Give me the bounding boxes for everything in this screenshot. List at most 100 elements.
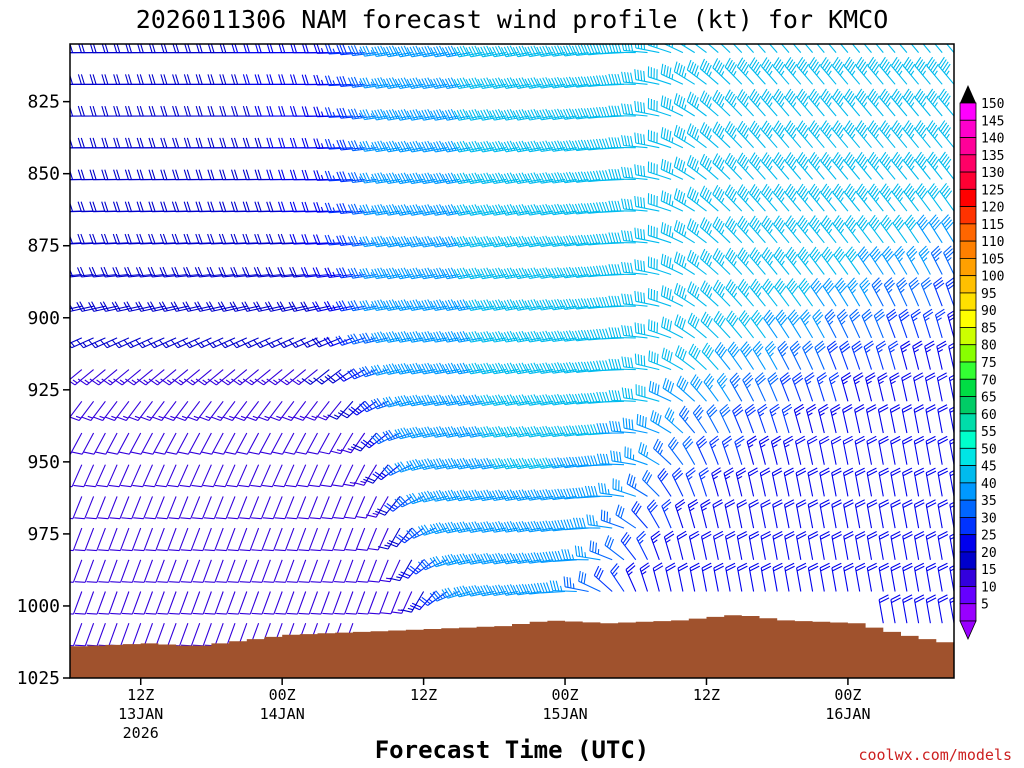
wind-barb <box>430 489 460 502</box>
wind-barb <box>857 246 872 275</box>
wind-barb <box>814 340 826 370</box>
wind-barb <box>524 267 554 280</box>
wind-barb <box>807 467 819 497</box>
wind-barb <box>595 106 625 118</box>
wind-barb <box>548 362 577 374</box>
wind-barb <box>832 215 849 244</box>
wind-barb <box>154 432 177 455</box>
wind-barb <box>70 83 82 85</box>
wind-barb <box>889 404 901 434</box>
colorbar-label: 75 <box>981 356 997 371</box>
wind-barb <box>714 341 731 370</box>
wind-barb <box>524 457 554 470</box>
wind-barb <box>204 559 224 583</box>
wind-barb <box>913 467 925 497</box>
wind-barb <box>699 58 719 85</box>
wind-barb <box>824 309 837 339</box>
wind-barb <box>738 310 755 339</box>
wind-barb <box>914 120 931 149</box>
wind-barb <box>251 591 271 615</box>
wind-barb <box>812 309 825 339</box>
colorbar-label: 5 <box>981 598 989 613</box>
wind-barb <box>419 591 448 606</box>
wind-barb <box>889 372 900 402</box>
wind-barb <box>878 531 890 560</box>
wind-barb <box>712 89 731 117</box>
colorbar-cell <box>959 603 977 622</box>
wind-barb <box>477 235 507 248</box>
wind-barb <box>489 109 518 121</box>
wind-barb <box>865 404 877 434</box>
wind-barb <box>241 301 271 312</box>
wind-barb <box>177 432 201 455</box>
wind-barb <box>477 552 507 565</box>
wind-barb <box>879 183 896 212</box>
wind-barb <box>465 267 495 280</box>
wind-barb <box>453 204 483 216</box>
wind-barb <box>524 330 554 343</box>
wind-barb <box>195 369 224 386</box>
y-tick-label: 900 <box>27 308 60 329</box>
wind-barb <box>441 521 471 534</box>
wind-barb <box>192 559 212 583</box>
wind-barb <box>548 267 577 279</box>
wind-barb <box>383 204 412 216</box>
wind-barb <box>549 580 577 593</box>
colorbar-label: 20 <box>981 546 997 561</box>
wind-barb <box>382 396 412 408</box>
wind-barb <box>536 235 566 248</box>
wind-barb <box>891 183 908 212</box>
wind-barb <box>725 247 743 275</box>
wind-barb <box>406 458 436 471</box>
wind-barb <box>667 436 684 466</box>
wind-barb <box>866 435 878 465</box>
wind-barb <box>536 457 566 469</box>
wind-barb <box>665 562 676 592</box>
wind-barb <box>686 91 707 117</box>
wind-barb <box>927 183 943 212</box>
plot-frame <box>69 43 955 679</box>
wind-barb <box>873 308 886 339</box>
wind-barb <box>810 277 825 307</box>
wind-barb <box>938 151 954 180</box>
wind-barb <box>133 527 154 552</box>
wind-barb <box>298 559 319 583</box>
wind-barb <box>795 531 807 560</box>
wind-barb <box>947 310 954 339</box>
wind-barb <box>820 88 837 117</box>
wind-barb <box>808 183 825 212</box>
wind-barb <box>477 362 507 375</box>
wind-barb <box>844 183 861 212</box>
wind-barb <box>135 266 165 278</box>
wind-barb <box>322 559 342 583</box>
wind-barb <box>168 527 189 552</box>
wind-barb <box>843 499 854 529</box>
wind-barb <box>500 77 530 89</box>
wind-barb <box>625 562 637 592</box>
wind-barb <box>340 432 366 454</box>
wind-barb <box>559 44 589 57</box>
wind-barb <box>293 400 318 421</box>
wind-barb <box>524 45 554 58</box>
wind-barb <box>578 570 601 592</box>
wind-barb <box>548 76 577 89</box>
wind-barb <box>382 464 413 476</box>
x-tick-label: 12Z <box>693 686 720 704</box>
wind-barb <box>883 277 896 307</box>
wind-barb <box>370 364 401 376</box>
wind-barb <box>155 464 177 488</box>
wind-barb <box>371 235 401 248</box>
wind-barb <box>902 594 913 624</box>
wind-barb <box>647 129 672 149</box>
wind-barb <box>819 531 831 560</box>
colorbar-cell <box>959 119 977 138</box>
wind-barb <box>192 527 212 552</box>
wind-barb <box>98 527 118 552</box>
wind-barb <box>310 527 330 552</box>
wind-barb <box>595 170 625 182</box>
wind-barb <box>820 183 837 212</box>
wind-barb <box>371 172 401 184</box>
wind-barb <box>687 499 699 529</box>
wind-barb <box>145 559 165 583</box>
wind-barb <box>159 266 188 278</box>
